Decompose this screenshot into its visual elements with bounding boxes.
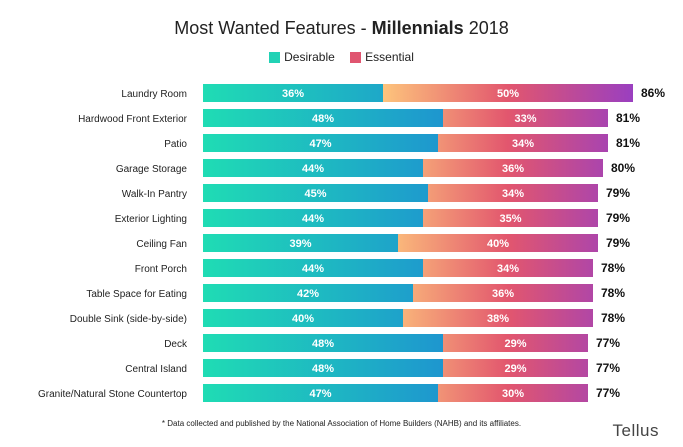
- total-label-granite-natural-stone-countertop: 77%: [596, 386, 620, 400]
- total-label-ceiling-fan: 79%: [606, 236, 630, 250]
- data-label-essential-central-island: 29%: [504, 363, 526, 375]
- bar-desirable-ceiling-fan: [203, 234, 398, 252]
- data-label-desirable-double-sink-side-by-side: 40%: [292, 313, 314, 325]
- bar-desirable-deck: [203, 334, 443, 352]
- category-label-front-porch: Front Porch: [135, 264, 187, 275]
- bar-essential-ceiling-fan: [398, 234, 598, 252]
- data-label-essential-laundry-room: 50%: [497, 88, 519, 100]
- total-label-double-sink-side-by-side: 78%: [601, 311, 625, 325]
- category-label-ceiling-fan: Ceiling Fan: [136, 239, 187, 250]
- footnote: * Data collected and published by the Na…: [161, 419, 522, 428]
- bar-desirable-garage-storage: [203, 159, 423, 177]
- bar-essential-garage-storage: [423, 159, 603, 177]
- bar-essential-patio: [438, 134, 608, 152]
- data-label-essential-double-sink-side-by-side: 38%: [487, 313, 509, 325]
- data-label-desirable-garage-storage: 44%: [302, 163, 324, 175]
- category-label-patio: Patio: [164, 139, 187, 150]
- title-suffix: 2018: [463, 18, 509, 38]
- data-label-desirable-central-island: 48%: [312, 363, 334, 375]
- bar-desirable-table-space-for-eating: [203, 284, 413, 302]
- data-label-desirable-exterior-lighting: 44%: [302, 213, 324, 225]
- data-label-desirable-deck: 48%: [312, 338, 334, 350]
- category-label-granite-natural-stone-countertop: Granite/Natural Stone Countertop: [38, 389, 187, 400]
- category-label-laundry-room: Laundry Room: [121, 89, 187, 100]
- data-label-desirable-table-space-for-eating: 42%: [297, 288, 319, 300]
- bar-desirable-double-sink-side-by-side: [203, 309, 403, 327]
- brand-logo: Tellus: [612, 421, 659, 440]
- total-label-exterior-lighting: 79%: [606, 211, 630, 225]
- total-label-patio: 81%: [616, 136, 640, 150]
- data-label-essential-walk-in-pantry: 34%: [502, 188, 524, 200]
- total-label-front-porch: 78%: [601, 261, 625, 275]
- bar-essential-hardwood-front-exterior: [443, 109, 608, 127]
- bar-essential-front-porch: [423, 259, 593, 277]
- bar-essential-double-sink-side-by-side: [403, 309, 593, 327]
- data-label-essential-garage-storage: 36%: [502, 163, 524, 175]
- category-label-walk-in-pantry: Walk-In Pantry: [122, 189, 187, 200]
- bar-desirable-walk-in-pantry: [203, 184, 428, 202]
- bar-desirable-granite-natural-stone-countertop: [203, 384, 438, 402]
- total-label-garage-storage: 80%: [611, 161, 635, 175]
- category-label-central-island: Central Island: [125, 364, 187, 375]
- total-label-hardwood-front-exterior: 81%: [616, 111, 640, 125]
- category-label-exterior-lighting: Exterior Lighting: [115, 214, 187, 225]
- bar-desirable-patio: [203, 134, 438, 152]
- bar-desirable-front-porch: [203, 259, 423, 277]
- legend-item-essential: Essential: [350, 50, 414, 64]
- data-label-desirable-hardwood-front-exterior: 48%: [312, 113, 334, 125]
- bar-essential-deck: [443, 334, 588, 352]
- data-label-desirable-ceiling-fan: 39%: [289, 238, 311, 250]
- data-label-desirable-laundry-room: 36%: [282, 88, 304, 100]
- legend-swatch-essential: [350, 51, 362, 63]
- data-label-desirable-front-porch: 44%: [302, 263, 324, 275]
- data-label-desirable-walk-in-pantry: 45%: [304, 188, 326, 200]
- category-label-hardwood-front-exterior: Hardwood Front Exterior: [78, 114, 188, 125]
- legend-item-desirable: Desirable: [269, 50, 335, 64]
- total-label-deck: 77%: [596, 336, 620, 350]
- data-label-essential-deck: 29%: [504, 338, 526, 350]
- legend-swatch-desirable: [269, 51, 281, 63]
- bar-essential-laundry-room: [383, 84, 633, 102]
- category-label-garage-storage: Garage Storage: [116, 164, 188, 175]
- data-label-essential-granite-natural-stone-countertop: 30%: [502, 388, 524, 400]
- bar-essential-table-space-for-eating: [413, 284, 593, 302]
- bar-essential-exterior-lighting: [423, 209, 598, 227]
- category-label-double-sink-side-by-side: Double Sink (side-by-side): [70, 314, 187, 325]
- data-label-essential-exterior-lighting: 35%: [499, 213, 521, 225]
- data-label-essential-front-porch: 34%: [497, 263, 519, 275]
- bar-essential-granite-natural-stone-countertop: [438, 384, 588, 402]
- bar-desirable-central-island: [203, 359, 443, 377]
- category-label-table-space-for-eating: Table Space for Eating: [86, 289, 187, 300]
- bar-essential-central-island: [443, 359, 588, 377]
- data-label-essential-patio: 34%: [512, 138, 534, 150]
- data-label-essential-ceiling-fan: 40%: [487, 238, 509, 250]
- total-label-walk-in-pantry: 79%: [606, 186, 630, 200]
- data-label-essential-hardwood-front-exterior: 33%: [514, 113, 536, 125]
- legend-label-desirable: Desirable: [284, 50, 335, 64]
- total-label-central-island: 77%: [596, 361, 620, 375]
- bar-desirable-hardwood-front-exterior: [203, 109, 443, 127]
- total-label-table-space-for-eating: 78%: [601, 286, 625, 300]
- data-label-desirable-granite-natural-stone-countertop: 47%: [309, 388, 331, 400]
- legend-label-essential: Essential: [365, 50, 414, 64]
- title-prefix: Most Wanted Features -: [174, 18, 372, 38]
- category-label-deck: Deck: [164, 339, 188, 350]
- bar-essential-walk-in-pantry: [428, 184, 598, 202]
- data-label-essential-table-space-for-eating: 36%: [492, 288, 514, 300]
- legend: Desirable Essential: [0, 50, 683, 66]
- data-label-desirable-patio: 47%: [309, 138, 331, 150]
- total-label-laundry-room: 86%: [641, 86, 665, 100]
- chart-title: Most Wanted Features - Millennials 2018: [0, 18, 683, 39]
- bar-desirable-exterior-lighting: [203, 209, 423, 227]
- title-bold: Millennials: [371, 18, 464, 38]
- bar-desirable-laundry-room: [203, 84, 383, 102]
